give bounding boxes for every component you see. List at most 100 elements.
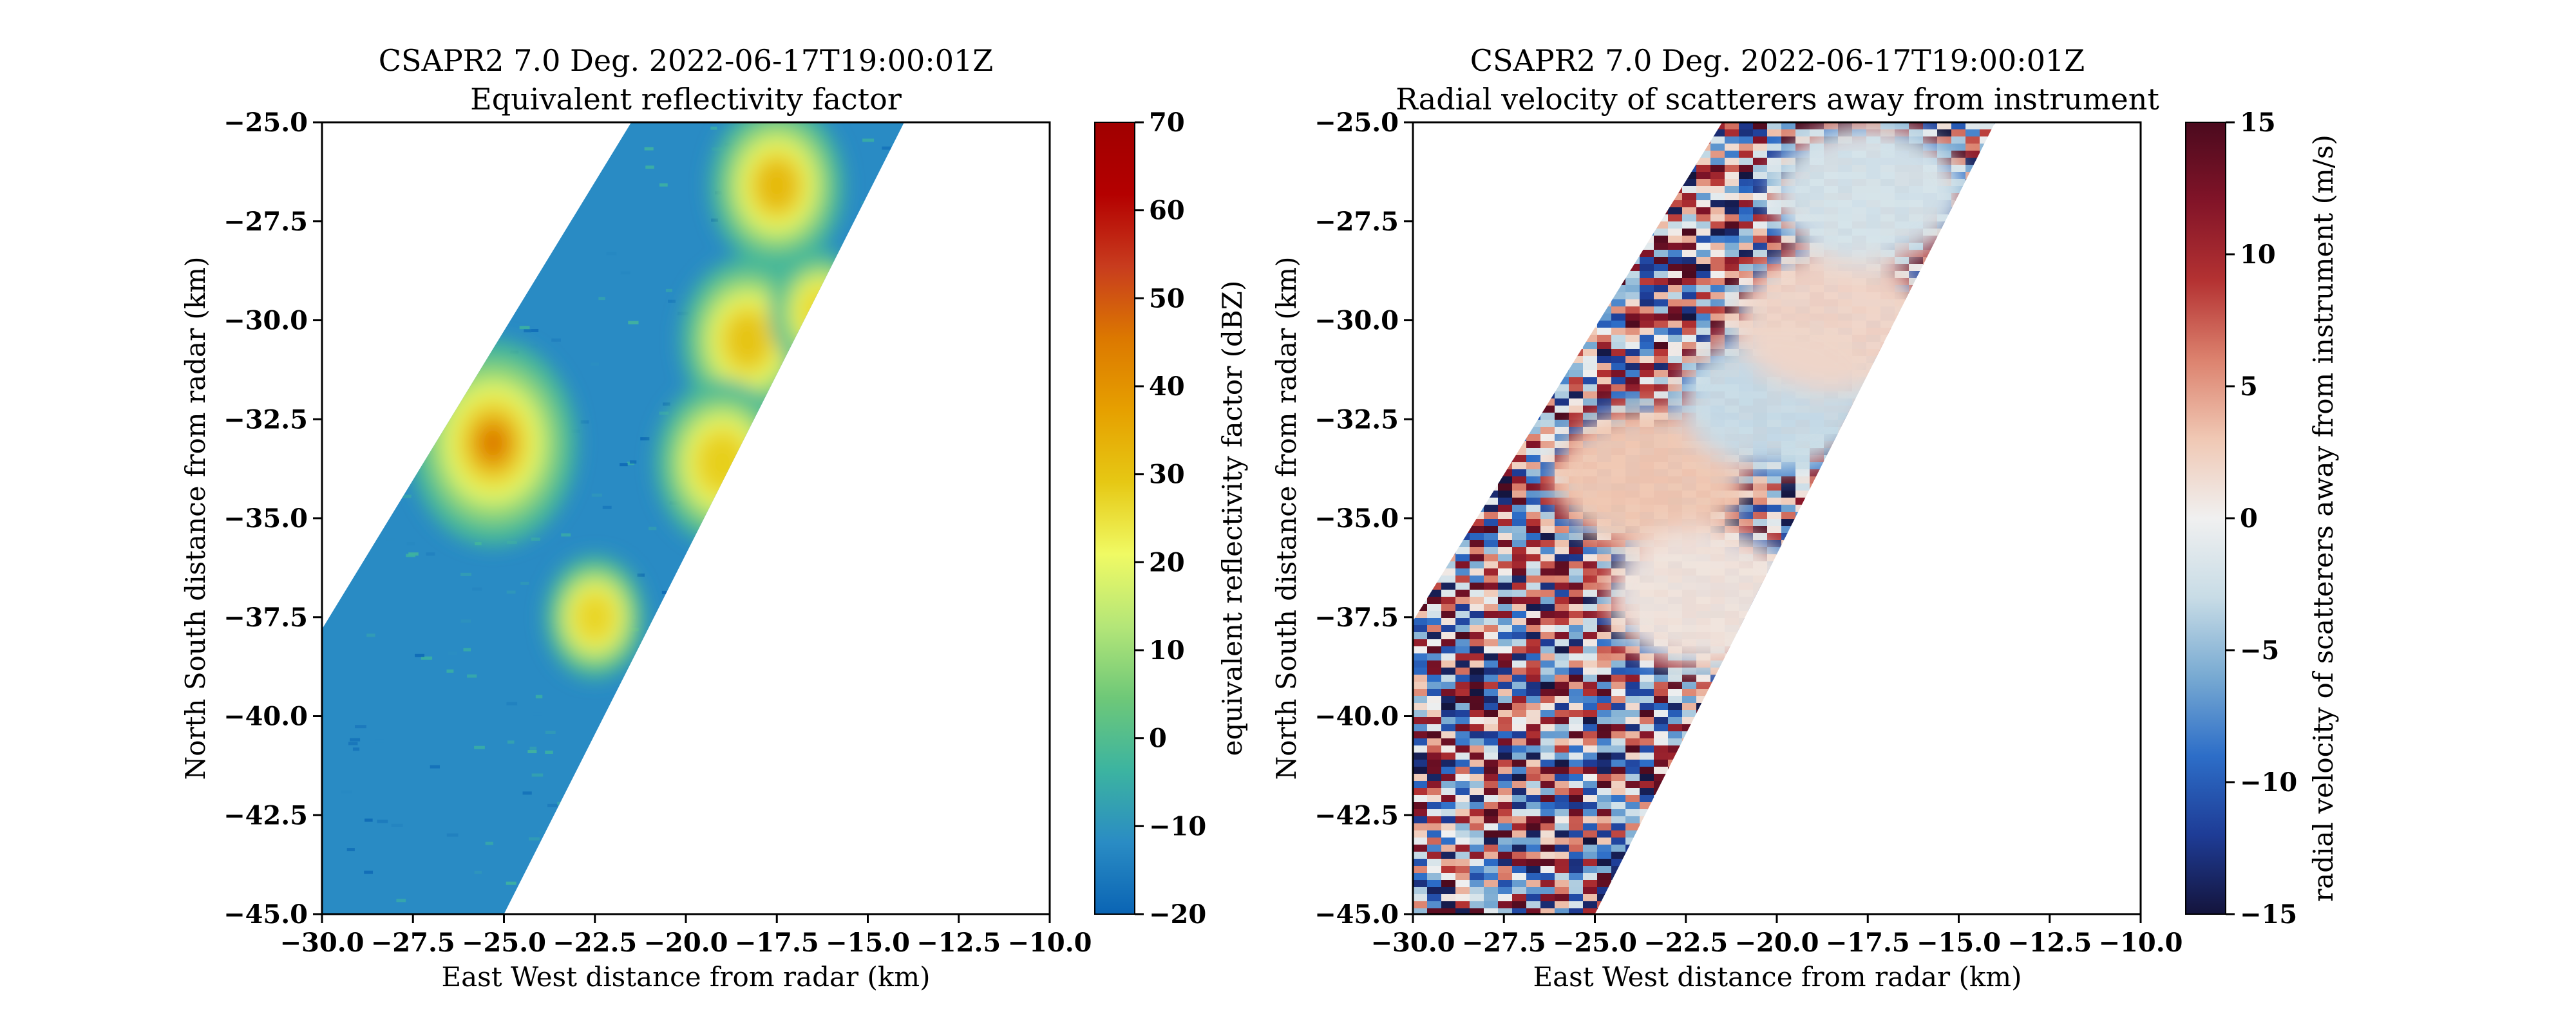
velocity-gate [1923, 427, 1938, 435]
reflectivity-noise-gate [928, 250, 937, 254]
velocity-gate [1725, 257, 1739, 265]
velocity-gate [1895, 526, 1909, 534]
velocity-gate [1909, 731, 1924, 739]
velocity-gate [1866, 597, 1881, 604]
velocity-gate [1951, 618, 1966, 626]
velocity-gate [1682, 356, 1697, 364]
velocity-gate [1441, 306, 1456, 314]
velocity-gate [1994, 122, 1995, 130]
velocity-gate [2079, 448, 2094, 456]
velocity-gate [1540, 427, 1555, 435]
velocity-gate [1597, 406, 1612, 413]
velocity-gate [1427, 561, 1442, 569]
velocity-gate [1555, 533, 1569, 541]
velocity-gate [1668, 731, 1683, 739]
velocity-gate [1540, 738, 1555, 746]
velocity-gate [2093, 328, 2108, 335]
velocity-gate [1512, 604, 1527, 612]
velocity-gate [1470, 384, 1484, 392]
velocity-gate [1498, 731, 1513, 739]
velocity-gate [1427, 469, 1442, 477]
velocity-gate [1470, 498, 1484, 505]
velocity-gate [1696, 342, 1711, 350]
reflectivity-noise-gate [591, 493, 603, 497]
velocity-gate [1795, 703, 1810, 711]
reflectivity-noise-gate [828, 663, 835, 667]
velocity-gate [1767, 710, 1782, 718]
velocity-gate [2022, 221, 2037, 229]
velocity-gate [1951, 597, 1966, 604]
velocity-gate [1498, 285, 1513, 293]
velocity-gate [2121, 214, 2136, 222]
velocity-gate [1852, 646, 1867, 654]
velocity-gate [2093, 434, 2108, 442]
velocity-gate [1923, 406, 1938, 413]
velocity-gate [2050, 129, 2065, 137]
velocity-gate [2121, 186, 2136, 194]
velocity-gate [2121, 257, 2136, 265]
velocity-gate [1569, 710, 1584, 718]
velocity-gate [1795, 738, 1810, 746]
velocity-gate [1965, 576, 1980, 583]
reflectivity-noise-gate [755, 453, 764, 456]
velocity-gate [1540, 540, 1555, 548]
velocity-gate [1951, 568, 1966, 576]
velocity-gate [2050, 568, 2065, 576]
velocity-gate [1455, 738, 1470, 746]
velocity-gate [2036, 639, 2051, 647]
velocity-gate [1455, 257, 1470, 265]
reflectivity-noise-gate [628, 321, 639, 324]
velocity-gate [1455, 243, 1470, 250]
velocity-gate [1696, 675, 1711, 682]
velocity-gate [1767, 158, 1782, 165]
velocity-gate [1739, 682, 1754, 689]
velocity-gate [2079, 632, 2094, 640]
velocity-gate [1512, 278, 1527, 286]
velocity-gate [1484, 597, 1499, 604]
velocity-gate [2121, 250, 2136, 258]
velocity-gate [1540, 200, 1555, 208]
velocity-gate [1880, 384, 1895, 392]
reflectivity-noise-gate [710, 639, 721, 642]
velocity-gate [1980, 413, 1994, 420]
velocity-gate [1555, 151, 1569, 158]
velocity-gate [1951, 306, 1966, 314]
velocity-gate [1611, 675, 1626, 682]
velocity-gate [1909, 483, 1924, 491]
velocity-gate [1484, 250, 1499, 258]
reflectivity-noise-gate [506, 590, 516, 594]
velocity-gate [1611, 689, 1626, 697]
velocity-gate [1611, 703, 1626, 711]
velocity-gate [1540, 498, 1555, 505]
velocity-gate [1696, 193, 1711, 201]
velocity-gate [1852, 724, 1867, 732]
velocity-gate [1484, 590, 1499, 597]
velocity-gate [1526, 321, 1541, 328]
velocity-gate [2079, 229, 2094, 236]
velocity-gate [1880, 462, 1895, 470]
velocity-gate [2036, 420, 2051, 427]
velocity-gate [1470, 576, 1484, 583]
velocity-gate [2107, 391, 2122, 399]
velocity-gate [1526, 377, 1541, 385]
velocity-gate [1795, 590, 1810, 597]
reflectivity-noise-gate [772, 585, 783, 588]
velocity-gate [1909, 717, 1924, 725]
velocity-gate [2079, 483, 2094, 491]
velocity-gate [1923, 129, 1938, 137]
velocity-gate [1484, 710, 1499, 718]
velocity-gate [1753, 165, 1768, 173]
velocity-gate [1980, 653, 1994, 661]
velocity-gate [1427, 335, 1442, 342]
velocity-gate [1540, 370, 1555, 378]
reflectivity-noise-gate [922, 493, 932, 496]
velocity-gate [1484, 611, 1499, 619]
reflectivity-noise-gate [927, 294, 938, 297]
velocity-gate [2008, 689, 2023, 697]
velocity-gate [1597, 221, 1612, 229]
velocity-gate [1810, 469, 1824, 477]
velocity-gate [1413, 682, 1428, 689]
velocity-gate [1965, 264, 1980, 272]
velocity-gate [2050, 278, 2065, 286]
velocity-gate [1980, 151, 1994, 158]
